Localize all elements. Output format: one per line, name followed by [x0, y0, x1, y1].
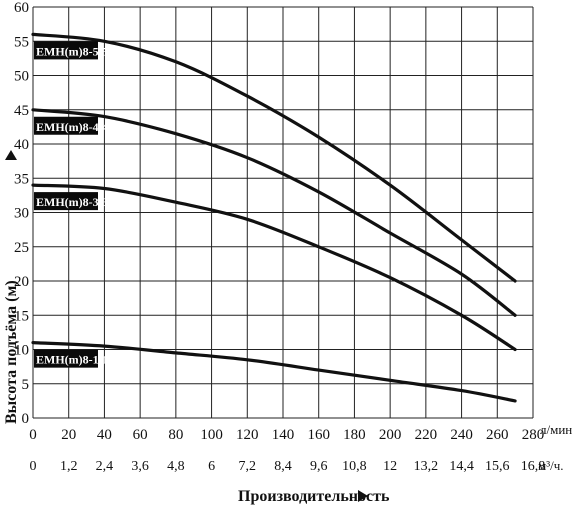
series-label-text: EMH(m)8-5\5 — [36, 44, 108, 58]
series-label-text: EMH(m)8-1\1 — [36, 353, 108, 367]
y-axis-ticks: 0 5 10 15 20 25 30 35 40 45 50 55 60 — [14, 0, 29, 427]
x-tick-label: 80 — [168, 427, 183, 443]
x2-tick-label: 2,4 — [96, 459, 114, 474]
x-tick-label: 140 — [272, 427, 295, 443]
y-tick-label: 40 — [14, 137, 29, 153]
series-line — [31, 341, 517, 403]
x-tick-label: 120 — [236, 427, 259, 443]
x-axis-arrow-icon — [358, 490, 368, 502]
y-tick-label: 25 — [14, 240, 29, 256]
grid — [32, 6, 534, 419]
x-tick-label: 160 — [307, 427, 330, 443]
y-tick-label: 10 — [14, 343, 29, 359]
y-tick-label: 0 — [22, 411, 30, 427]
x2-unit-label: м³/ч. — [538, 458, 564, 473]
y-tick-label: 5 — [22, 377, 30, 393]
series-label-box — [34, 41, 98, 60]
series-label-text: EMH(m)8-4\4 — [36, 120, 108, 134]
x2-tick-label: 4,8 — [167, 459, 185, 474]
x2-tick-label: 13,2 — [414, 459, 439, 474]
x2-tick-label: 9,6 — [310, 459, 328, 474]
x-axis-title: Производительность — [238, 488, 390, 505]
series-curves — [31, 32, 517, 403]
x-axis-ticks: 0 20 40 60 80 100 120 140 160 180 200 220 240 260 280 — [29, 427, 544, 443]
series-label-tag: EMH(m)8-3\3 — [34, 192, 108, 211]
y-tick-label: 50 — [14, 69, 29, 85]
x-tick-label: 60 — [133, 427, 148, 443]
x2-tick-label: 14,4 — [449, 459, 474, 474]
y-tick-label: 15 — [14, 308, 29, 324]
x-tick-label: 260 — [486, 427, 509, 443]
x2-tick-label: 0 — [30, 459, 37, 474]
x2-axis-ticks: 0 1,2 2,4 3,6 4,8 6 7,2 8,4 9,6 10,8 12 13,2 14,4 15,… — [30, 459, 546, 474]
x-tick-label: 220 — [415, 427, 438, 443]
series-label-tag: EMH(m)8-4\4 — [34, 116, 108, 135]
x2-tick-label: 1,2 — [60, 459, 78, 474]
series-line — [31, 108, 517, 317]
x2-tick-label: 3,6 — [131, 459, 149, 474]
series-label-box — [34, 349, 98, 368]
x2-tick-label: 7,2 — [239, 459, 257, 474]
x-tick-label: 280 — [522, 427, 545, 443]
series-label-tag: EMH(m)8-5\5 — [34, 41, 108, 60]
series-label-tag: EMH(m)8-1\1 — [34, 349, 108, 368]
x2-tick-label: 16,8 — [521, 459, 546, 474]
x2-tick-label: 12 — [383, 459, 397, 474]
x2-tick-label: 8,4 — [274, 459, 292, 474]
x-tick-label: 200 — [379, 427, 402, 443]
y-axis-title: Высота подъёма (м) — [3, 280, 20, 424]
x-tick-label: 20 — [61, 427, 76, 443]
x-tick-label: 100 — [200, 427, 223, 443]
y-axis-arrow-icon — [5, 150, 17, 160]
y-tick-label: 55 — [14, 34, 29, 50]
x-tick-label: 40 — [97, 427, 112, 443]
series-label-box — [34, 192, 98, 211]
series-line — [31, 32, 517, 283]
x-tick-label: 240 — [450, 427, 473, 443]
y-tick-label: 45 — [14, 103, 29, 119]
series-label-text: EMH(m)8-3\3 — [36, 195, 108, 209]
x2-tick-label: 15,6 — [485, 459, 510, 474]
y-tick-label: 20 — [14, 274, 29, 290]
y-tick-label: 30 — [14, 206, 29, 222]
x-unit-label: л/мин. — [540, 422, 572, 437]
x-tick-label: 0 — [29, 427, 37, 443]
y-tick-label: 35 — [14, 171, 29, 187]
x2-tick-label: 10,8 — [342, 459, 367, 474]
series-label-box — [34, 116, 98, 135]
x-tick-label: 180 — [343, 427, 366, 443]
series-labels: EMH(m)8-5\5 EMH(m)8-4\4 EMH(m)8-3\3 EMH(m)8… — [34, 41, 108, 368]
x2-tick-label: 6 — [208, 459, 215, 474]
y-tick-label: 60 — [14, 0, 29, 16]
series-line — [31, 183, 517, 352]
